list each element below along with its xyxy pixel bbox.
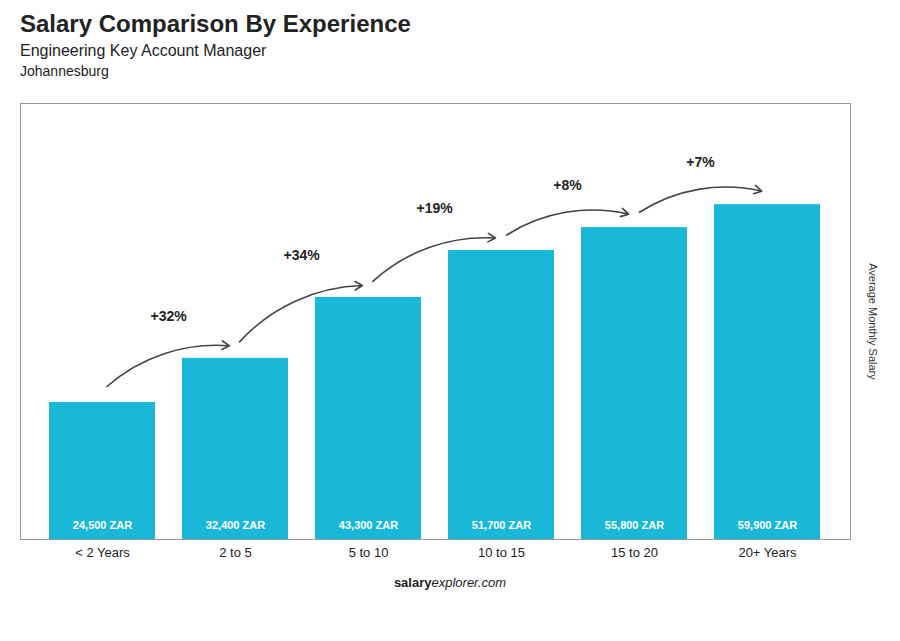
svg-text:+19%: +19%: [416, 200, 453, 216]
svg-text:32,400 ZAR: 32,400 ZAR: [206, 519, 265, 531]
html-text:Johannesburg: Johannesburg: [20, 63, 109, 79]
svg-text:59,900 ZAR: 59,900 ZAR: [738, 519, 797, 531]
svg-text:Average Monthly Salary: Average Monthly Salary: [867, 263, 879, 380]
svg-text:+8%: +8%: [553, 177, 582, 193]
svg-text:24,500 ZAR: 24,500 ZAR: [73, 519, 132, 531]
svg-text:20+ Years: 20+ Years: [738, 545, 797, 560]
svg-text:+7%: +7%: [686, 154, 715, 170]
svg-text:+32%: +32%: [150, 308, 187, 324]
svg-text:5 to 10: 5 to 10: [349, 545, 389, 560]
svg-text:55,800 ZAR: 55,800 ZAR: [605, 519, 664, 531]
svg-text:< 2 Years: < 2 Years: [75, 545, 130, 560]
svg-text:2 to 5: 2 to 5: [219, 545, 252, 560]
svg-text:10 to 15: 10 to 15: [478, 545, 525, 560]
svg-text:15 to 20: 15 to 20: [611, 545, 658, 560]
svg-text:+34%: +34%: [283, 247, 320, 263]
html-text:salary explorer.com: salary explorer.com: [393, 575, 507, 590]
svg-text:43,300 ZAR: 43,300 ZAR: [339, 519, 398, 531]
html-text:Engineering Key Account Manage: Engineering Key Account Manager: [20, 42, 267, 59]
html-text:Salary Comparison By Experienc: Salary Comparison By Experience: [20, 10, 411, 37]
svg-text:51,700 ZAR: 51,700 ZAR: [472, 519, 531, 531]
